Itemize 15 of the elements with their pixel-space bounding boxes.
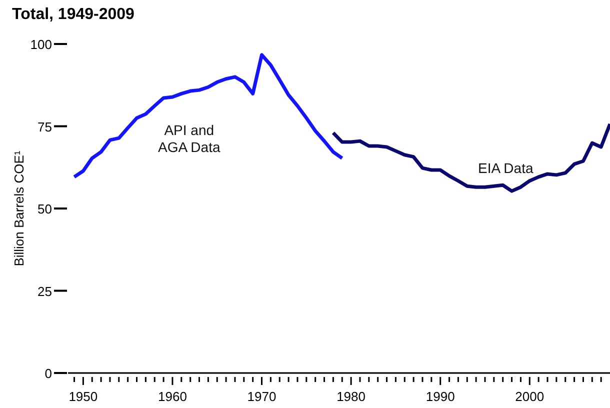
x-tick-label: 2000 xyxy=(515,389,544,404)
y-tick-label: 100 xyxy=(30,37,52,52)
y-tick-label: 50 xyxy=(38,202,52,216)
x-tick-label: 1970 xyxy=(247,389,276,404)
y-tick-label: 0 xyxy=(44,366,52,381)
y-tick-label: 25 xyxy=(38,284,52,299)
x-tick-label: 1990 xyxy=(426,389,455,404)
chart-title: Total, 1949-2009 xyxy=(12,6,134,24)
x-tick-label: 1980 xyxy=(336,389,366,404)
x-tick-label: 1960 xyxy=(158,389,187,404)
annotation: EIA Data xyxy=(478,160,534,177)
y-axis-title: Billion Barrels COE¹ xyxy=(12,150,27,266)
x-tick-label: 1950 xyxy=(68,389,98,404)
annotation: API and AGA Data xyxy=(158,122,220,156)
y-tick-label: 75 xyxy=(38,119,52,134)
